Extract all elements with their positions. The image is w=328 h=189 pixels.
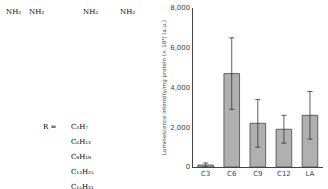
svg-text:R =: R = xyxy=(43,123,56,131)
svg-text:C12: C12 xyxy=(277,170,291,178)
svg-text:LA: LA xyxy=(306,170,315,178)
svg-text:NH₂: NH₂ xyxy=(83,8,98,16)
svg-text:C6: C6 xyxy=(227,170,237,178)
svg-text:C₉H₁₉: C₉H₁₉ xyxy=(71,153,91,161)
svg-text:0: 0 xyxy=(186,163,190,171)
svg-text:2,000: 2,000 xyxy=(170,124,190,132)
svg-text:NH₂: NH₂ xyxy=(120,8,135,16)
svg-text:NH₂: NH₂ xyxy=(6,8,21,16)
svg-text:C₃H₇: C₃H₇ xyxy=(71,123,88,131)
svg-text:Luminescence intensity/mg prot: Luminescence intensity/mg protein (× 10³… xyxy=(161,20,168,155)
svg-text:C₁₅H₃₁: C₁₅H₃₁ xyxy=(71,183,94,189)
svg-text:8,000: 8,000 xyxy=(170,4,190,12)
svg-text:C₁₂H₂₅: C₁₂H₂₅ xyxy=(71,168,94,176)
svg-text:6,000: 6,000 xyxy=(170,44,190,52)
svg-text:NH₂: NH₂ xyxy=(29,8,44,16)
svg-text:C9: C9 xyxy=(253,170,262,178)
svg-text:4,000: 4,000 xyxy=(170,84,190,92)
svg-text:C₆H₁₃: C₆H₁₃ xyxy=(71,138,91,146)
svg-text:C3: C3 xyxy=(201,170,210,178)
